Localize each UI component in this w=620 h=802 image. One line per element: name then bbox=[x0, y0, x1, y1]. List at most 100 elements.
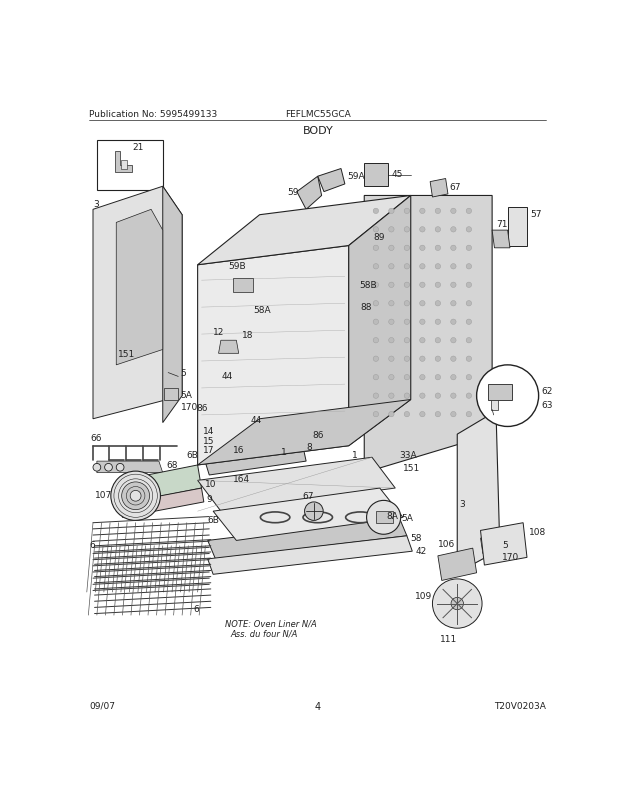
Circle shape bbox=[451, 357, 456, 362]
Polygon shape bbox=[221, 439, 241, 454]
Circle shape bbox=[241, 435, 248, 443]
Polygon shape bbox=[115, 152, 131, 173]
Circle shape bbox=[420, 302, 425, 306]
Text: 151: 151 bbox=[118, 350, 135, 359]
Polygon shape bbox=[348, 196, 410, 446]
Text: 58: 58 bbox=[410, 533, 422, 542]
Circle shape bbox=[420, 338, 425, 343]
Polygon shape bbox=[120, 488, 204, 517]
Circle shape bbox=[373, 338, 379, 343]
Text: 8A: 8A bbox=[386, 511, 398, 520]
Polygon shape bbox=[208, 517, 407, 559]
Polygon shape bbox=[430, 180, 448, 198]
Circle shape bbox=[389, 227, 394, 233]
Text: 108: 108 bbox=[528, 527, 546, 536]
Circle shape bbox=[435, 209, 441, 214]
Polygon shape bbox=[480, 535, 498, 554]
Circle shape bbox=[477, 366, 539, 427]
Text: 164: 164 bbox=[232, 475, 250, 484]
Text: 68: 68 bbox=[167, 461, 178, 470]
Circle shape bbox=[451, 412, 456, 417]
Circle shape bbox=[389, 283, 394, 288]
Circle shape bbox=[420, 209, 425, 214]
Text: FEFLMC55GCA: FEFLMC55GCA bbox=[285, 110, 351, 119]
Text: 6B: 6B bbox=[208, 516, 219, 525]
Circle shape bbox=[466, 412, 472, 417]
Polygon shape bbox=[97, 461, 162, 473]
Text: 111: 111 bbox=[440, 634, 458, 643]
Circle shape bbox=[466, 227, 472, 233]
Polygon shape bbox=[164, 388, 179, 400]
Circle shape bbox=[373, 283, 379, 288]
Polygon shape bbox=[297, 177, 322, 210]
Circle shape bbox=[207, 325, 250, 367]
Circle shape bbox=[435, 320, 441, 325]
Polygon shape bbox=[117, 210, 162, 366]
Circle shape bbox=[420, 227, 425, 233]
Circle shape bbox=[435, 246, 441, 251]
Circle shape bbox=[466, 394, 472, 399]
Text: 17: 17 bbox=[203, 445, 215, 455]
Circle shape bbox=[466, 246, 472, 251]
Circle shape bbox=[451, 302, 456, 306]
Circle shape bbox=[404, 357, 410, 362]
Text: 18: 18 bbox=[242, 330, 254, 339]
Polygon shape bbox=[208, 536, 412, 574]
Polygon shape bbox=[219, 341, 239, 354]
Polygon shape bbox=[480, 523, 527, 565]
Text: 67: 67 bbox=[302, 491, 314, 500]
Circle shape bbox=[373, 227, 379, 233]
Circle shape bbox=[435, 412, 441, 417]
Text: 62: 62 bbox=[541, 387, 552, 396]
Circle shape bbox=[451, 283, 456, 288]
Text: 86: 86 bbox=[196, 404, 208, 413]
Text: 6B: 6B bbox=[186, 450, 198, 459]
Text: T20V0203A: T20V0203A bbox=[495, 701, 546, 710]
Circle shape bbox=[451, 338, 456, 343]
Text: 151: 151 bbox=[403, 464, 420, 473]
Text: 58A: 58A bbox=[254, 306, 272, 314]
Circle shape bbox=[420, 357, 425, 362]
Text: 66: 66 bbox=[91, 433, 102, 443]
Text: 86: 86 bbox=[312, 431, 324, 439]
Text: 67: 67 bbox=[450, 182, 461, 192]
Text: 59A: 59A bbox=[347, 172, 365, 180]
Circle shape bbox=[466, 375, 472, 380]
Text: 10: 10 bbox=[205, 480, 216, 488]
Circle shape bbox=[93, 464, 100, 472]
Polygon shape bbox=[198, 400, 410, 465]
Circle shape bbox=[404, 320, 410, 325]
Text: 14: 14 bbox=[203, 427, 215, 436]
Circle shape bbox=[111, 472, 161, 520]
Text: 44: 44 bbox=[250, 415, 262, 424]
Circle shape bbox=[435, 357, 441, 362]
Circle shape bbox=[117, 464, 124, 472]
Circle shape bbox=[373, 320, 379, 325]
Circle shape bbox=[420, 375, 425, 380]
Circle shape bbox=[373, 246, 379, 251]
Circle shape bbox=[420, 394, 425, 399]
Circle shape bbox=[466, 209, 472, 214]
Text: NOTE: Oven Liner N/A: NOTE: Oven Liner N/A bbox=[224, 619, 316, 628]
Circle shape bbox=[466, 302, 472, 306]
Circle shape bbox=[451, 597, 463, 610]
Polygon shape bbox=[365, 196, 492, 473]
Circle shape bbox=[451, 375, 456, 380]
Circle shape bbox=[404, 227, 410, 233]
Polygon shape bbox=[204, 444, 306, 476]
Circle shape bbox=[389, 302, 394, 306]
Text: 109: 109 bbox=[415, 592, 433, 601]
Text: 44: 44 bbox=[221, 371, 232, 380]
Text: 8: 8 bbox=[306, 443, 312, 452]
Polygon shape bbox=[120, 465, 202, 504]
Circle shape bbox=[389, 394, 394, 399]
Circle shape bbox=[366, 500, 401, 535]
Circle shape bbox=[221, 263, 264, 306]
Circle shape bbox=[373, 209, 379, 214]
Text: 58B: 58B bbox=[359, 280, 376, 290]
Text: Publication No: 5995499133: Publication No: 5995499133 bbox=[89, 110, 218, 119]
Circle shape bbox=[451, 320, 456, 325]
Circle shape bbox=[420, 265, 425, 269]
Bar bbox=[213, 398, 219, 427]
Polygon shape bbox=[198, 196, 410, 265]
